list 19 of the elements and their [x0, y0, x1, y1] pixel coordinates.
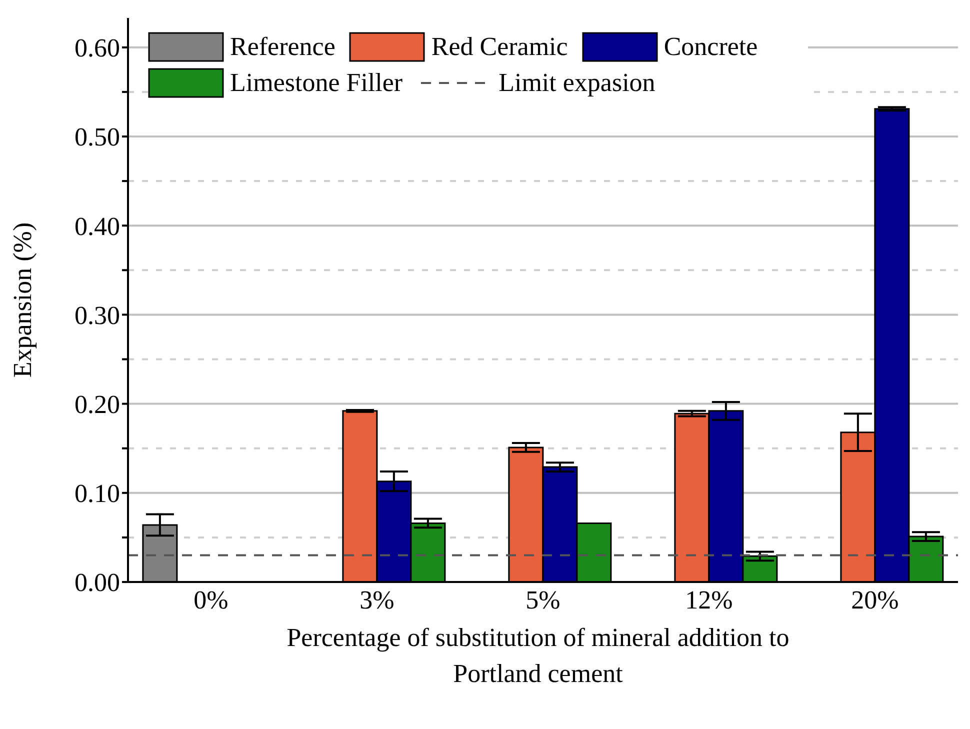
x-tick-label: 0%: [194, 585, 228, 614]
legend-label: Limit expasion: [498, 68, 656, 98]
y-tick-label: 0.30: [74, 300, 120, 330]
y-tick-label: 0.00: [74, 568, 120, 598]
x-tick-label: 20%: [851, 585, 899, 614]
legend-label: Red Ceramic: [431, 32, 568, 62]
x-tick-label: 12%: [685, 585, 733, 614]
x-tick-label: 5%: [526, 585, 560, 614]
x-tick-label: 3%: [360, 585, 394, 614]
y-axis-title: Expansion (%): [8, 222, 38, 378]
y-tick-label: 0.10: [74, 479, 120, 508]
y-tick-label: 0.50: [74, 122, 120, 152]
legend-label: Limestone Filler: [230, 68, 403, 98]
x-axis-title: Percentage of substitution of mineral addition to Portland cement: [286, 622, 790, 690]
legend-label: Reference: [230, 32, 336, 62]
y-tick-label: 0.40: [74, 212, 120, 241]
y-tick-label: 0.60: [74, 34, 120, 63]
legend-label: Concrete: [664, 32, 758, 62]
y-tick-label: 0.20: [74, 390, 120, 420]
